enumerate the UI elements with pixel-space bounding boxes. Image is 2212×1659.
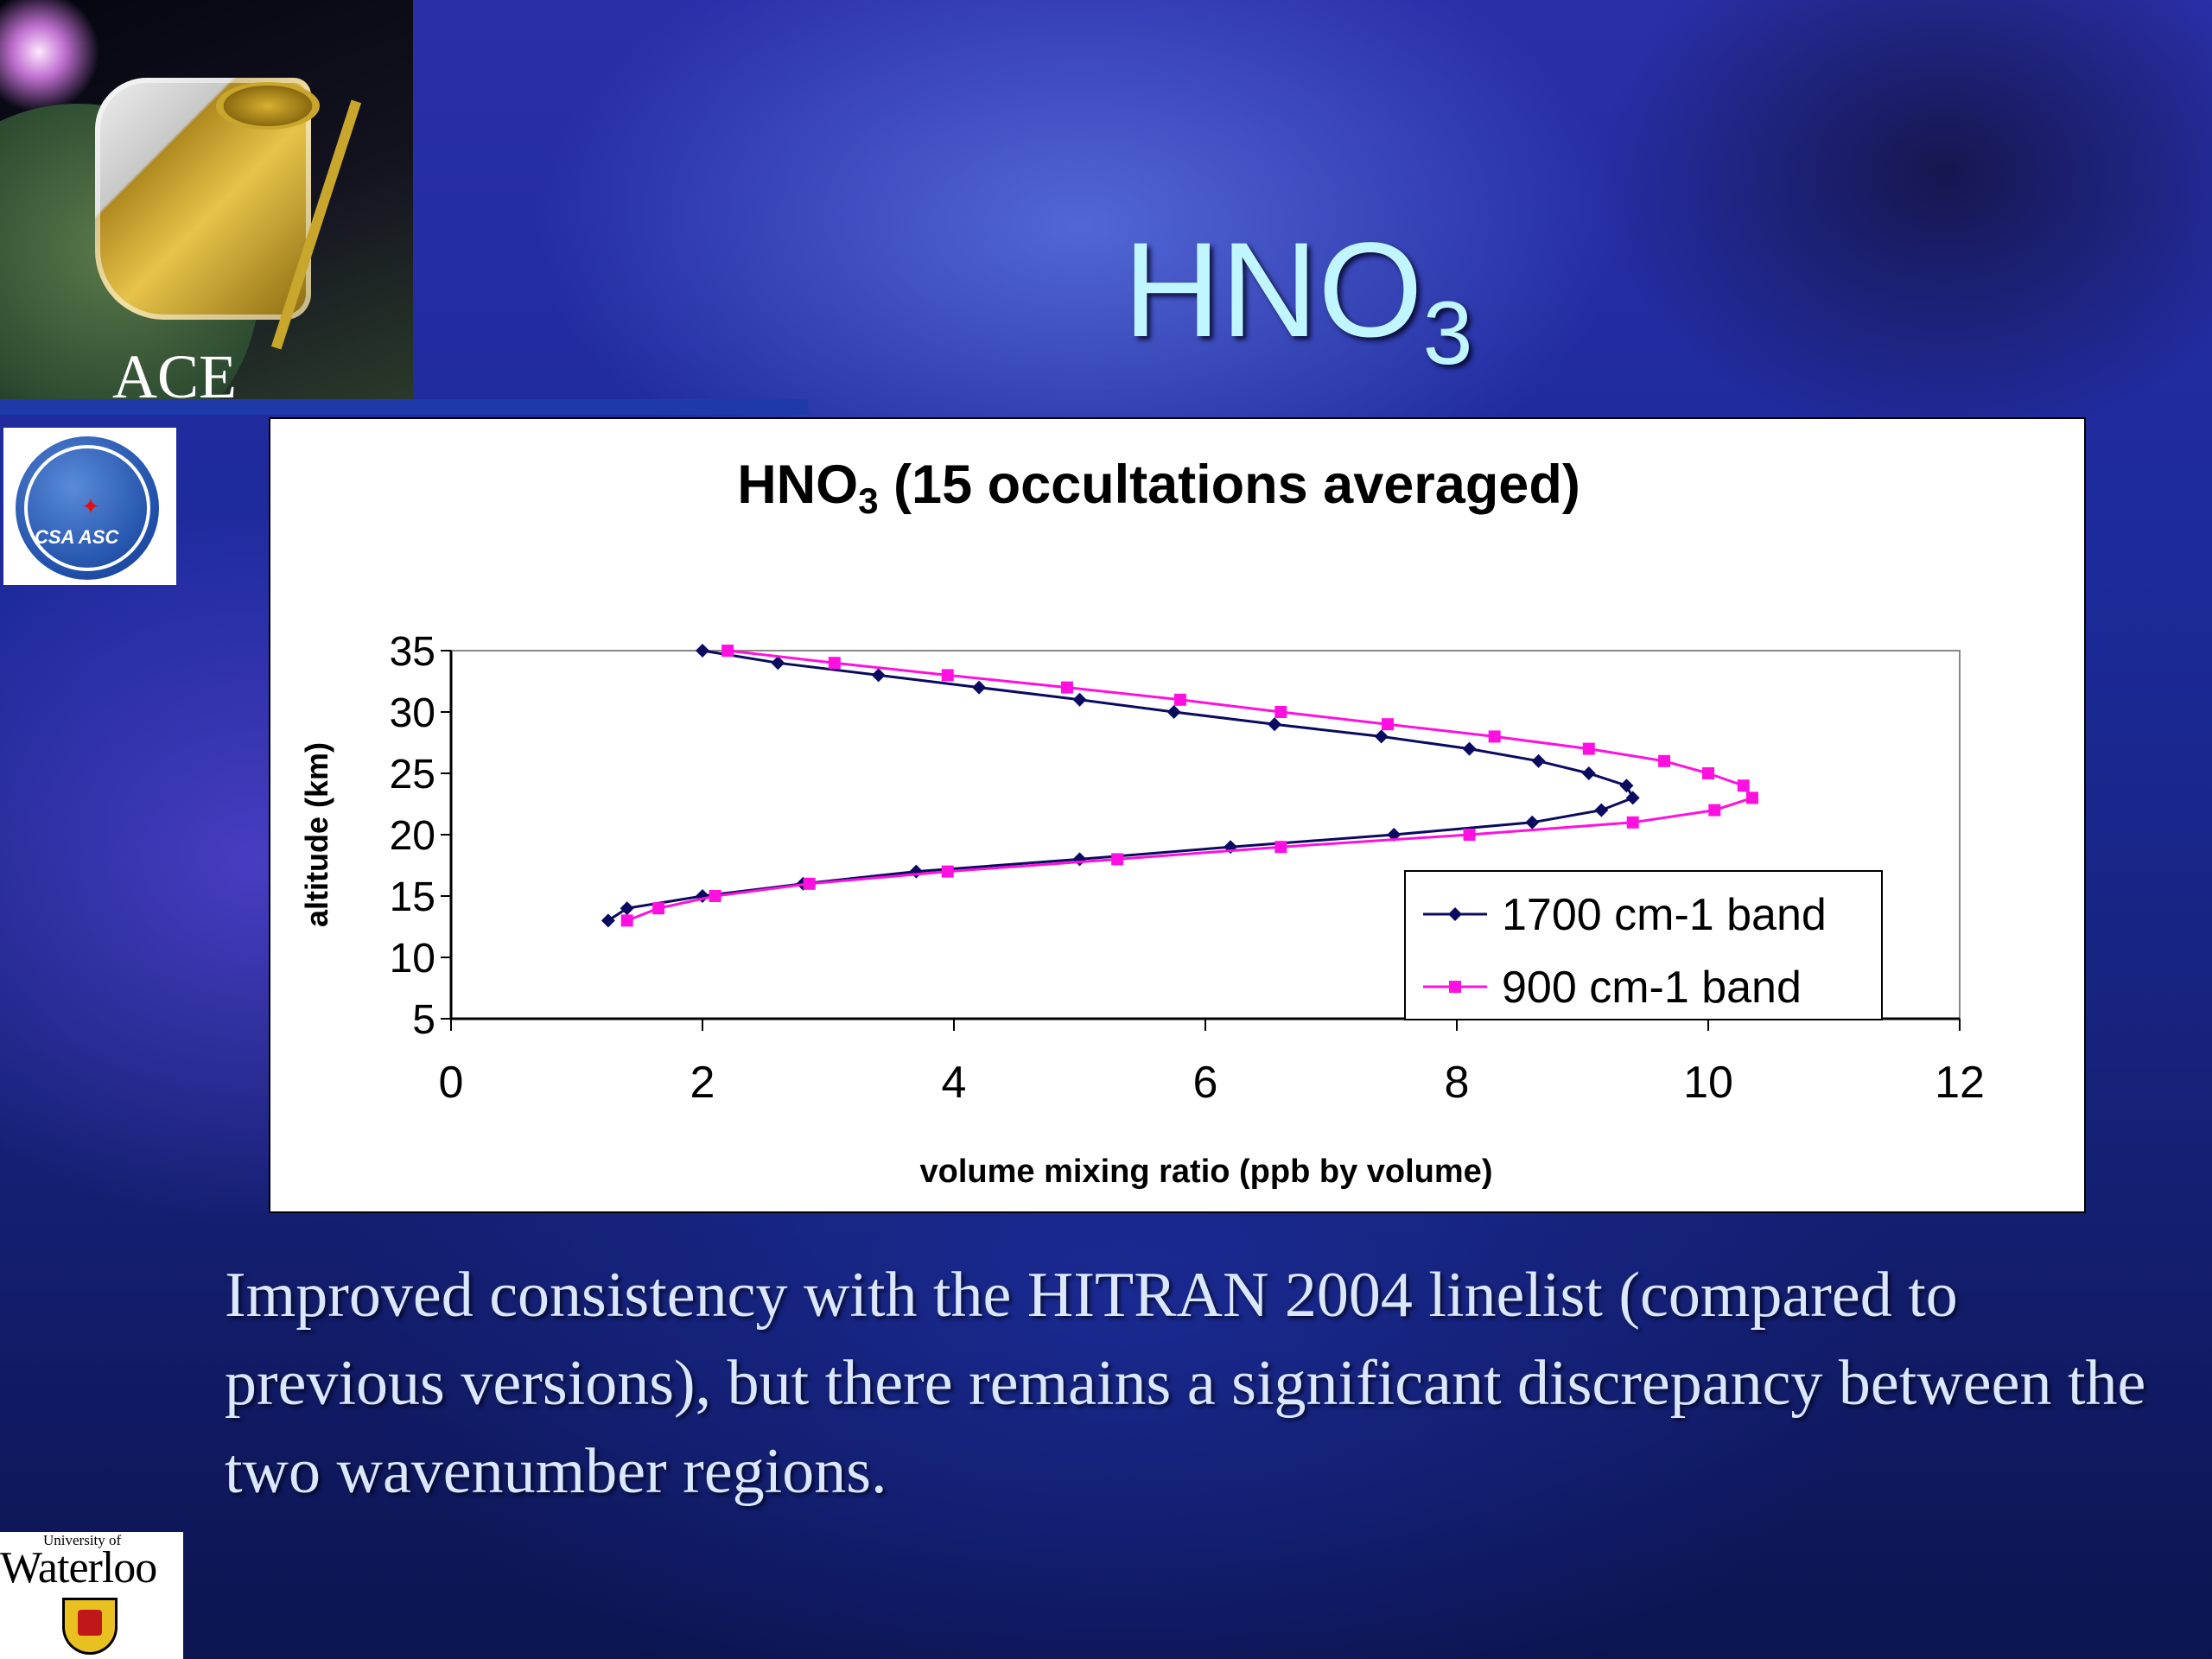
chart-title-main: HNO xyxy=(737,454,858,515)
data-point xyxy=(1173,693,1186,706)
data-point xyxy=(1274,841,1287,854)
y-tick-label: 25 xyxy=(390,752,435,798)
data-point xyxy=(972,680,987,695)
data-point xyxy=(1111,853,1124,866)
x-tick-label: 2 xyxy=(690,1058,715,1108)
slide-title-main: HNO xyxy=(1123,215,1423,365)
data-point xyxy=(1374,729,1389,744)
data-point xyxy=(1658,754,1671,767)
x-tick-label: 4 xyxy=(942,1058,967,1108)
slide-caption: Improved consistency with the HITRAN 200… xyxy=(225,1260,2146,1507)
ace-satellite-logo: ACE xyxy=(0,0,413,403)
data-point xyxy=(1060,681,1073,694)
data-point xyxy=(1166,705,1181,719)
data-point xyxy=(1625,791,1640,805)
legend-marker xyxy=(1449,981,1461,993)
data-point xyxy=(652,902,665,915)
chart-title: HNO3 (15 occultations averaged) xyxy=(737,454,1580,521)
x-tick-label: 6 xyxy=(1193,1058,1218,1108)
csa-logo-text: CSA ASC xyxy=(35,526,119,548)
maple-leaf-icon: ✦ xyxy=(81,493,100,519)
series-1 xyxy=(601,644,1640,928)
data-point xyxy=(1525,815,1540,830)
data-point xyxy=(709,890,721,902)
satellite-instrument-graphic xyxy=(216,82,320,130)
data-point xyxy=(696,644,709,658)
waterloo-logo-wordmark: Waterloo xyxy=(0,1543,157,1592)
data-point xyxy=(601,913,615,928)
x-axis-label: volume mixing ratio (ppb by volume) xyxy=(920,1154,1493,1190)
y-tick-label: 20 xyxy=(390,813,435,859)
legend-item: 1700 cm-1 band xyxy=(1423,890,1827,940)
chart-legend: 1700 cm-1 band 900 cm-1 band xyxy=(1404,870,1883,1020)
data-point xyxy=(1531,753,1546,768)
data-point xyxy=(1582,742,1595,755)
data-point xyxy=(1708,804,1721,817)
data-point xyxy=(871,668,886,683)
data-point xyxy=(771,656,785,671)
data-point xyxy=(1462,741,1477,756)
x-tick-label: 8 xyxy=(1445,1058,1470,1108)
data-point xyxy=(941,669,954,682)
waterloo-logo: University of Waterloo xyxy=(0,1532,183,1659)
x-tick-label: 12 xyxy=(1935,1058,1985,1108)
data-point xyxy=(1745,791,1758,804)
data-point xyxy=(1072,852,1087,867)
csa-logo: ✦ CSA ASC xyxy=(3,428,176,585)
chart-title-rest: (15 occultations averaged) xyxy=(879,454,1580,515)
legend-label: 900 cm-1 band xyxy=(1502,963,1802,1013)
y-tick-label: 10 xyxy=(390,936,435,982)
data-point xyxy=(620,914,633,927)
data-point xyxy=(1488,730,1501,743)
banner-strip xyxy=(0,399,808,415)
data-point xyxy=(1626,816,1639,829)
y-tick-label: 15 xyxy=(390,874,435,920)
series-layer xyxy=(601,644,1758,928)
y-tick-label: 35 xyxy=(390,629,435,675)
legend-label: 1700 cm-1 band xyxy=(1502,890,1827,940)
data-point xyxy=(1274,706,1287,718)
data-point xyxy=(1072,692,1087,707)
data-point xyxy=(909,864,924,879)
data-point xyxy=(721,645,734,657)
y-tick-label: 5 xyxy=(412,997,435,1043)
data-point xyxy=(828,657,841,670)
data-point xyxy=(1702,767,1714,779)
data-point xyxy=(1737,779,1750,792)
slide-title: HNO3 xyxy=(1123,223,1473,378)
data-point xyxy=(620,901,634,916)
data-point xyxy=(1581,766,1596,780)
x-axis-ticks: 0 2 4 6 8 10 12 xyxy=(439,1019,1985,1108)
data-point xyxy=(803,877,816,890)
csa-logo-ring xyxy=(24,445,150,571)
data-point xyxy=(1268,717,1282,732)
y-tick-label: 30 xyxy=(390,690,435,736)
legend-box xyxy=(1404,870,1883,1020)
legend-marker xyxy=(1448,907,1462,921)
waterloo-logo-small-text: University of xyxy=(43,1532,122,1548)
data-point xyxy=(1594,803,1609,817)
ace-logo-label: ACE xyxy=(112,342,237,403)
data-point xyxy=(941,865,954,878)
slide-title-subscript: 3 xyxy=(1422,283,1473,384)
data-point xyxy=(1463,829,1476,841)
hno3-profile-chart: HNO3 (15 occultations averaged) 51015202… xyxy=(299,454,1985,1190)
y-axis-label: altitude (km) xyxy=(299,742,334,927)
series-2 xyxy=(620,645,1758,927)
chart-title-subscript: 3 xyxy=(858,480,878,521)
x-tick-label: 10 xyxy=(1683,1058,1733,1108)
legend-item: 900 cm-1 band xyxy=(1423,963,1802,1013)
x-tick-label: 0 xyxy=(439,1058,464,1108)
waterloo-shield-icon xyxy=(62,1598,118,1655)
legend-items: 1700 cm-1 band 900 cm-1 band xyxy=(1423,890,1827,1013)
chart-panel: HNO3 (15 occultations averaged) 5 10 15 20 2… xyxy=(269,417,2086,1213)
data-point xyxy=(1619,779,1634,793)
data-point xyxy=(1381,718,1394,731)
y-axis-ticks: 5 10 15 20 25 30 35 xyxy=(390,629,451,1043)
